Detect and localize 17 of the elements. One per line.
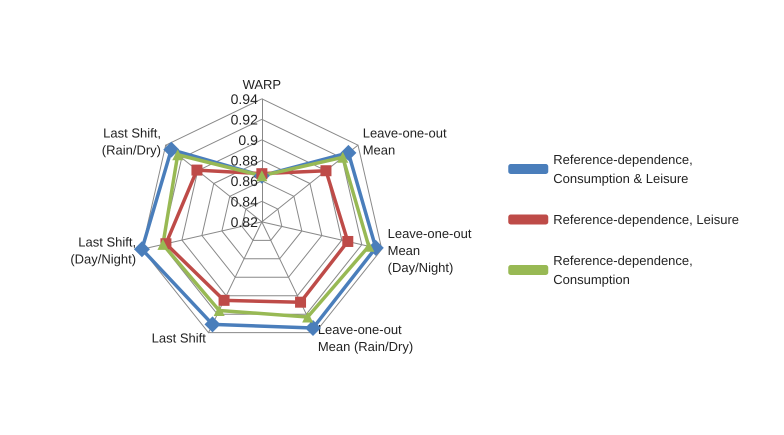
spoke-label: Last Shift, (Day/Night) xyxy=(70,234,136,267)
spoke-label: WARP xyxy=(242,76,282,92)
spoke-label: Leave-one-out Mean xyxy=(362,125,447,158)
y-tick-label: 0.84 xyxy=(230,193,258,210)
legend-label: Reference-dependence, Consumption xyxy=(553,253,693,287)
y-tick-label: 0.9 xyxy=(238,132,258,148)
y-tick-label: 0.82 xyxy=(230,214,258,230)
y-tick-label: 0.92 xyxy=(230,111,258,128)
y-tick-label: 0.94 xyxy=(230,90,258,107)
spoke-label: Leave-one-out Mean (Rain/Dry) xyxy=(318,322,414,354)
spoke-label: Last Shift, (Rain/Dry) xyxy=(102,125,161,158)
spoke-label: Last Shift xyxy=(152,330,206,346)
legend-label: Reference-dependence, Leisure xyxy=(553,212,740,227)
spoke-label: Leave-one-out Mean (Day/Night) xyxy=(388,226,472,276)
y-tick-label: 0.86 xyxy=(230,172,258,189)
y-tick-label: 0.88 xyxy=(230,152,258,168)
legend-label: Reference-dependence, Consumption & Leisure xyxy=(553,152,693,186)
